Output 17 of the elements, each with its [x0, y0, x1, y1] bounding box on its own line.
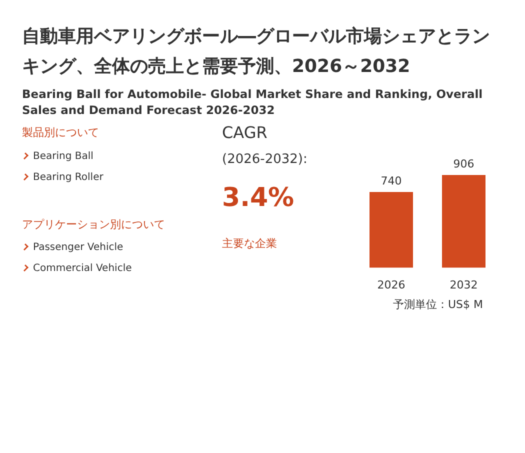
x-tick-label: 2026 [377, 278, 406, 292]
text: (2026-2032): [222, 152, 308, 167]
text: アプリケーション別について [22, 218, 165, 231]
text: 製品別について [22, 126, 99, 139]
text: 予測単位：US$ M [393, 298, 484, 311]
chart-title: 自動車用ベアリングボール―グローバル市場シェアとランキング、全体の売上と需要予測、2026～2032 [22, 25, 491, 79]
text: 3.4% [222, 183, 294, 213]
text: CAGR [222, 123, 268, 142]
data-label: 906 [453, 157, 474, 170]
text: Commercial Vehicle [33, 263, 132, 274]
text: Passenger Vehicle [33, 242, 124, 253]
x-tick-label: 2032 [450, 278, 478, 292]
text: 主要な企業 [222, 237, 277, 250]
text: Bearing Roller [33, 172, 104, 183]
data-label: 740 [380, 174, 402, 188]
text: Bearing Ball for Automobile- Global Market Share and Ranking, Overall Sales and Demand Forecast 2026-2032 [22, 86, 484, 118]
text: Bearing Ball [33, 151, 94, 162]
